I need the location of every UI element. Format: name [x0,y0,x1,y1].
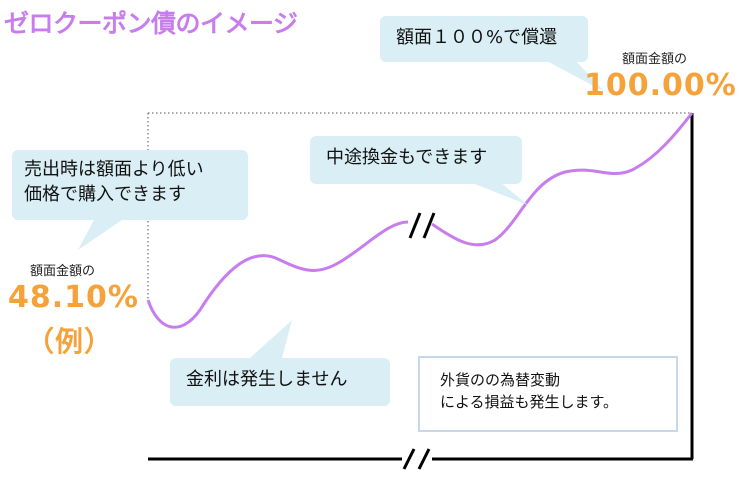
axis-break-gap [402,448,432,470]
redemption-bubble-text: 額面１００%で償還 [396,27,558,48]
start-value-example-note: （例） [26,325,114,358]
purchase-bubble: 売出時は額面より低い 価格で購入できます [12,150,248,220]
axis-break-mark-1 [402,448,416,470]
start-value: 48.10% [8,280,139,315]
curve-break-mark-1 [408,212,422,239]
end-value: 100.00% [584,68,737,103]
interest-bubble-tail [250,320,292,358]
curve-break-mark-2 [422,212,436,239]
midway-bubble: 中途換金もできます [310,136,522,184]
redemption-bubble-tail [545,60,605,92]
end-value-label: 額面金額の [622,52,688,67]
purchase-bubble-line-2: 価格で購入できます [24,184,186,206]
start-value-label: 額面金額の [30,264,96,279]
diagram-title: ゼロクーポン債のイメージ [4,9,298,38]
price-curve-segment-1 [146,220,409,329]
fx-note-box: 外貨のの為替変動 による損益も発生します。 [418,356,678,432]
price-curve-segment-2 [431,112,694,247]
purchase-bubble-tail [78,218,125,250]
redemption-bubble: 額面１００%で償還 [380,16,588,62]
interest-bubble-text: 金利は発生しません [186,369,348,390]
interest-bubble: 金利は発生しません [170,358,390,406]
midway-bubble-text: 中途換金もできます [326,147,488,168]
purchase-bubble-line-1: 売出時は額面より低い [24,159,204,180]
fx-note-line-2: による損益も発生します。 [440,392,619,411]
midway-bubble-tail [470,182,528,205]
axis-break-mark-2 [417,448,431,470]
fx-note-line-1: 外貨のの為替変動 [440,371,561,389]
